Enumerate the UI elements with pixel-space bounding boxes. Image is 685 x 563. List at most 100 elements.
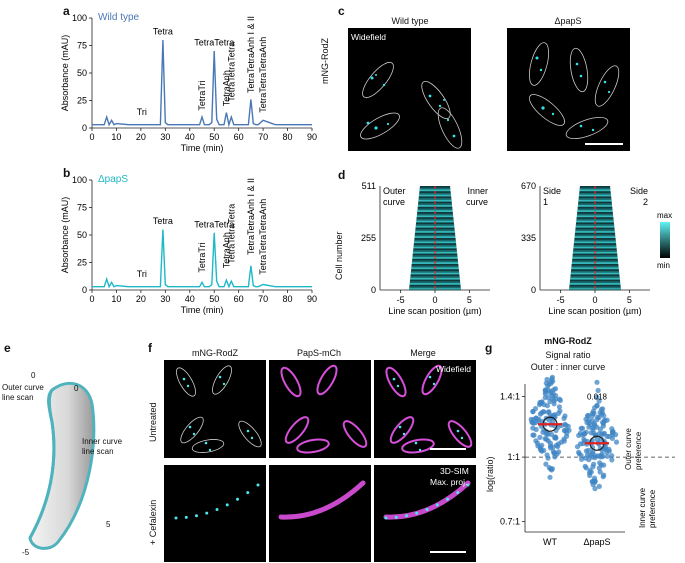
f-spot xyxy=(405,514,408,518)
g-point xyxy=(579,456,585,462)
d-right-row xyxy=(574,238,616,241)
g-point xyxy=(540,409,546,415)
d-right-row xyxy=(569,284,621,288)
g-ytick: 1.4:1 xyxy=(500,391,520,401)
a-strain-label: Wild type xyxy=(98,12,140,23)
b-peak-label: TetraTetraAnh I & II xyxy=(246,178,256,255)
f-spot xyxy=(186,384,190,388)
g-point xyxy=(583,429,589,435)
f-spot xyxy=(188,425,192,429)
f-cell xyxy=(180,416,204,444)
d-left-row xyxy=(418,194,452,197)
d-left-xtick: 0 xyxy=(432,295,437,305)
g-point xyxy=(554,451,560,457)
b-xlabel: Time (min) xyxy=(181,305,224,315)
d-right-ytick: 670 xyxy=(521,181,536,191)
d-right-row xyxy=(569,288,621,291)
d-right-row xyxy=(576,213,614,216)
d-left-row xyxy=(409,288,461,291)
a-peak-label: TetraTetraTetraAnh xyxy=(258,37,268,113)
b-xtick-label: 10 xyxy=(111,294,121,304)
f-spot xyxy=(425,508,429,511)
a-ytick-label: 75 xyxy=(77,41,87,51)
e-mark-0b: 0 xyxy=(74,384,79,393)
f-col-2: PapS-mCh xyxy=(296,348,341,358)
g-point xyxy=(613,432,619,438)
g-ytick: 1:1 xyxy=(507,452,520,462)
g-point xyxy=(542,395,548,401)
f-cell xyxy=(191,439,225,453)
d-left-ytick: 0 xyxy=(371,285,376,295)
g-point xyxy=(613,439,620,445)
f-spot xyxy=(392,377,396,381)
g-point xyxy=(549,376,555,382)
g-ytick: 0.7:1 xyxy=(500,516,520,526)
d-left-row xyxy=(415,224,455,227)
b-xtick-label: 90 xyxy=(307,294,317,304)
g-point xyxy=(586,457,592,463)
f-spot xyxy=(435,503,439,507)
f-spot xyxy=(414,441,418,445)
d-left-row xyxy=(417,208,453,211)
g-point xyxy=(556,396,562,402)
panel-g-letter: g xyxy=(485,341,493,355)
d-left-row xyxy=(412,253,458,256)
d-left-row xyxy=(412,258,458,262)
f-spot xyxy=(418,448,422,452)
a-xtick-label: 20 xyxy=(136,132,146,142)
f-spot xyxy=(456,491,460,495)
f-spot xyxy=(402,432,406,436)
d-left-row xyxy=(409,284,461,288)
a-peak-label: Tetra xyxy=(153,27,173,37)
g-point xyxy=(592,479,598,485)
d-left-row xyxy=(411,264,459,267)
f-spot xyxy=(428,375,432,379)
d-right-label-right: Side xyxy=(630,186,648,196)
panel-c-letter: c xyxy=(338,4,345,18)
d-right-label-right-2: 2 xyxy=(643,197,648,207)
g-point xyxy=(548,380,554,386)
g-title: mNG-RodZ xyxy=(544,336,592,346)
f-cell xyxy=(401,438,435,454)
g-point xyxy=(543,461,549,467)
d-right-row xyxy=(572,258,618,262)
d-colorbar-min: min xyxy=(657,261,670,270)
b-ylabel: Absorbance (mAU) xyxy=(60,197,70,274)
f-col-3: Merge xyxy=(410,348,436,358)
f-scale-bar xyxy=(430,551,466,553)
g-point xyxy=(557,408,563,414)
g-point xyxy=(547,398,553,405)
chromatogram-b: 0 25 50 75 100 0 10 20 30 40 50 60 70 80 90 Time (min) A… xyxy=(60,174,317,315)
d-left-row xyxy=(410,274,460,277)
d-right-xlabel: Line scan position (µm) xyxy=(548,306,641,316)
d-colorbar xyxy=(660,222,670,258)
d-left-xlabel: Line scan position (µm) xyxy=(388,306,481,316)
b-ytick-label: 25 xyxy=(77,258,87,268)
d-right-xtick: 0 xyxy=(592,295,597,305)
f-spot xyxy=(184,515,188,519)
g-point xyxy=(578,425,584,431)
d-right-label-left-2: 1 xyxy=(543,197,548,207)
a-peak-label: Tri xyxy=(137,107,147,117)
d-right-row xyxy=(573,248,617,251)
g-point xyxy=(594,394,600,400)
d-right-row xyxy=(576,218,614,222)
g-xtick: WT xyxy=(543,537,557,547)
g-inner-pref-2: preference xyxy=(648,489,657,528)
d-right-row xyxy=(578,203,612,206)
g-point xyxy=(599,451,605,457)
d-right-row xyxy=(574,239,616,242)
f-panel-bg xyxy=(374,465,476,562)
g-point xyxy=(585,447,592,453)
a-ytick-label: 0 xyxy=(82,123,87,133)
g-point xyxy=(556,404,562,410)
panel-b-letter: b xyxy=(63,166,71,180)
d-left-row xyxy=(415,229,455,232)
d-left-row xyxy=(418,203,452,206)
b-ytick-label: 100 xyxy=(72,175,87,185)
d-right-row xyxy=(575,224,615,227)
e-mark-neg5: -5 xyxy=(22,548,30,557)
g-point xyxy=(595,387,601,394)
chromatogram-a: 0 25 50 75 100 0 10 20 30 40 50 60 70 80 90 Time (min) A… xyxy=(60,12,317,153)
a-xtick-label: 30 xyxy=(160,132,170,142)
